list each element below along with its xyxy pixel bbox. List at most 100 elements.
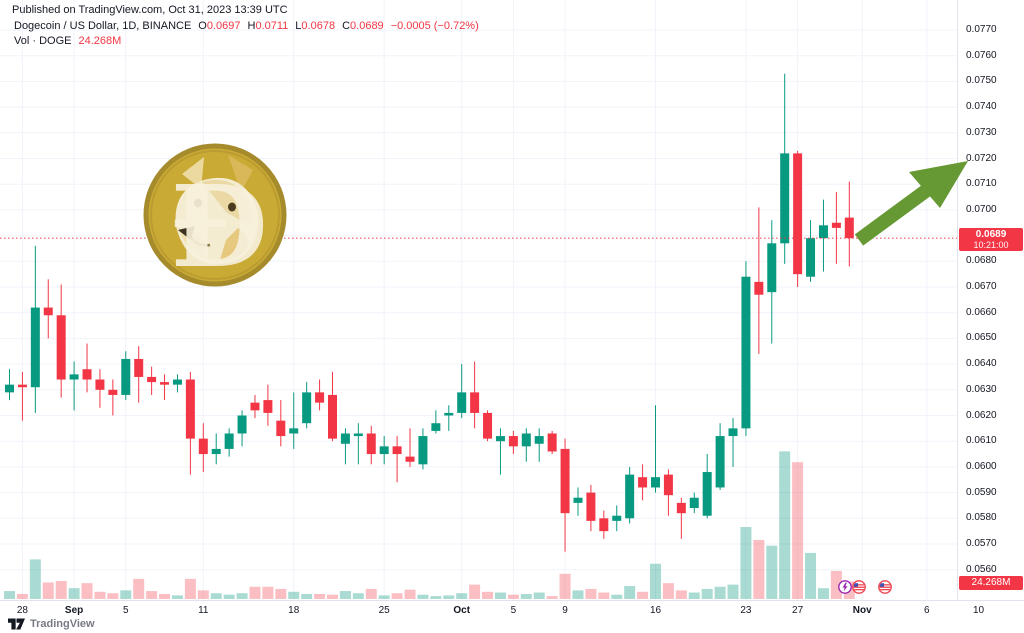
candle-body [82,369,92,380]
trend-arrow-head [909,161,968,208]
price-tick-label: 0.0750 [966,75,997,87]
candle-body [328,394,337,439]
candle-body [17,384,27,388]
candle-body [586,492,596,521]
candle-body [340,433,350,444]
bar-countdown: 10:21:00 [973,240,1009,250]
volume-bar [68,588,80,599]
volume-bar [417,594,429,599]
volume-bar [637,591,649,599]
candle-body [315,392,325,403]
candle-body [276,420,286,437]
price-tick-label: 0.0650 [966,332,997,344]
volume-bar [236,593,248,599]
volume-bar [482,591,494,599]
volume-bar [391,593,403,599]
candle-body [573,497,583,503]
time-tick-label: 23 [740,605,752,616]
price-tick-label: 0.0610 [966,435,997,447]
volume-bar [611,594,623,599]
candle-body [534,436,544,444]
time-tick-label: Sep [64,605,84,616]
candle-body [121,358,131,395]
last-price-badge: 0.0689 10:21:00 [959,228,1023,251]
price-tick-label: 0.0670 [966,281,997,292]
tradingview-watermark[interactable]: TradingView [8,618,95,630]
volume-bar [792,462,804,599]
candle-body [69,374,79,380]
last-price-value: 0.0689 [975,229,1007,240]
price-change: −0.0005 (−0.72%) [390,20,479,32]
time-tick-label: 5 [510,605,517,616]
time-tick-label: Oct [453,605,471,616]
candle-body [508,436,518,447]
volume-bar [714,586,726,599]
candle-body [612,515,622,521]
volume-bar [520,593,532,599]
candle-body [547,433,557,452]
volume-bar [146,591,158,599]
volume-bar [197,590,209,599]
lightning-event-icon[interactable] [838,580,852,594]
price-tick-label: 0.0700 [966,203,997,215]
volume-bar [494,592,506,599]
candle-body [599,518,609,532]
time-tick-label: 18 [288,605,300,616]
price-tick-label: 0.0730 [966,126,997,138]
volume-bar [598,592,610,599]
candle-body [844,217,854,239]
dog-nose [178,226,195,240]
time-tick-label: 9 [562,605,568,616]
candle-body [147,376,157,383]
candle-body [56,315,66,380]
volume-bar [159,593,171,599]
us-flag-event-icon[interactable] [852,580,866,594]
ohlc-open: O0.0697 [198,20,241,32]
candle-body [30,307,40,388]
candle-body [560,448,570,514]
candle-body [289,428,299,434]
us-flag-glyph [879,583,891,591]
time-tick-label: 27 [792,605,804,616]
volume-bar [624,586,636,599]
candle-body [95,379,105,390]
candle-body [353,433,363,437]
dogecoin-logo: Ð [143,143,287,288]
time-tick-label: 16 [649,605,662,616]
us-flag-event-icon[interactable] [878,580,892,594]
candle-body [780,153,790,244]
volume-bar [688,592,700,599]
price-tick-label: 0.0580 [966,512,997,524]
volume-bar [766,545,778,599]
candle-body [263,400,273,413]
price-tick-label: 0.0760 [966,49,997,61]
candle-body [392,446,402,455]
volume-bar [469,584,481,599]
candle-body [793,153,803,275]
volume-bar [740,527,752,599]
price-tick-label: 0.0630 [966,383,997,395]
candle-body [366,433,376,455]
volume-bar [533,592,545,599]
candle-body [5,384,14,393]
volume-bar [805,552,817,599]
candle-body [160,382,170,385]
candle-body [806,238,816,277]
lightning-bolt-glyph [842,582,848,592]
volume-bar [339,591,351,599]
volume-bar [171,595,183,599]
candle-body [663,474,673,496]
volume-value: 24.268M [78,35,122,47]
candle-body [728,428,738,437]
candle-body [134,358,144,377]
volume-bar [223,594,235,599]
doge-d-letter: Ð [170,162,268,288]
ohlc-high: H0.0711 [247,20,289,32]
price-tick-label: 0.0740 [966,101,997,113]
volume-bar [817,588,829,599]
volume-bar [120,590,132,599]
candle-body [638,477,648,488]
volume-bar [288,591,300,599]
price-tick-label: 0.0560 [966,563,997,575]
